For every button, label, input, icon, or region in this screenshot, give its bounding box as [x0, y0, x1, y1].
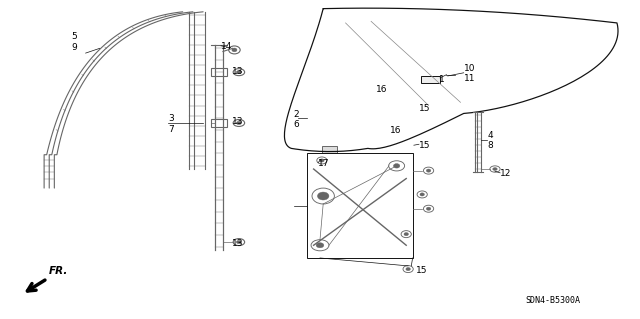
Ellipse shape [316, 243, 324, 248]
Ellipse shape [232, 48, 237, 52]
Text: FR.: FR. [49, 266, 68, 276]
Text: 16: 16 [376, 85, 388, 94]
Ellipse shape [420, 193, 424, 196]
Ellipse shape [236, 241, 241, 244]
Text: 13: 13 [232, 117, 243, 126]
Ellipse shape [320, 159, 324, 162]
Ellipse shape [426, 207, 431, 210]
Ellipse shape [404, 233, 408, 236]
Text: 12: 12 [500, 169, 511, 178]
Bar [322, 146, 337, 152]
Ellipse shape [317, 192, 329, 200]
Ellipse shape [394, 164, 400, 168]
Text: 4
8: 4 8 [487, 131, 493, 150]
Text: 15: 15 [416, 265, 428, 275]
Text: 15: 15 [419, 141, 431, 150]
Text: 16: 16 [390, 126, 402, 135]
Bar [211, 119, 227, 127]
Ellipse shape [406, 268, 410, 271]
Ellipse shape [426, 169, 431, 172]
Bar [211, 68, 227, 76]
Text: 15: 15 [419, 104, 431, 113]
Ellipse shape [236, 122, 241, 124]
Text: 13: 13 [232, 239, 243, 248]
Ellipse shape [236, 70, 241, 74]
Text: 2
6: 2 6 [293, 110, 299, 130]
Text: 3
7: 3 7 [168, 114, 174, 134]
Text: 14: 14 [221, 42, 232, 51]
Bar [421, 76, 440, 83]
Text: 5
9: 5 9 [71, 32, 77, 51]
Text: 13: 13 [232, 67, 243, 76]
Text: 1: 1 [440, 75, 445, 84]
Text: 17: 17 [318, 159, 330, 168]
Bar [307, 153, 413, 258]
Ellipse shape [493, 167, 497, 170]
Text: 10
11: 10 11 [464, 64, 475, 84]
Text: SDN4-B5300A: SDN4-B5300A [525, 296, 580, 305]
